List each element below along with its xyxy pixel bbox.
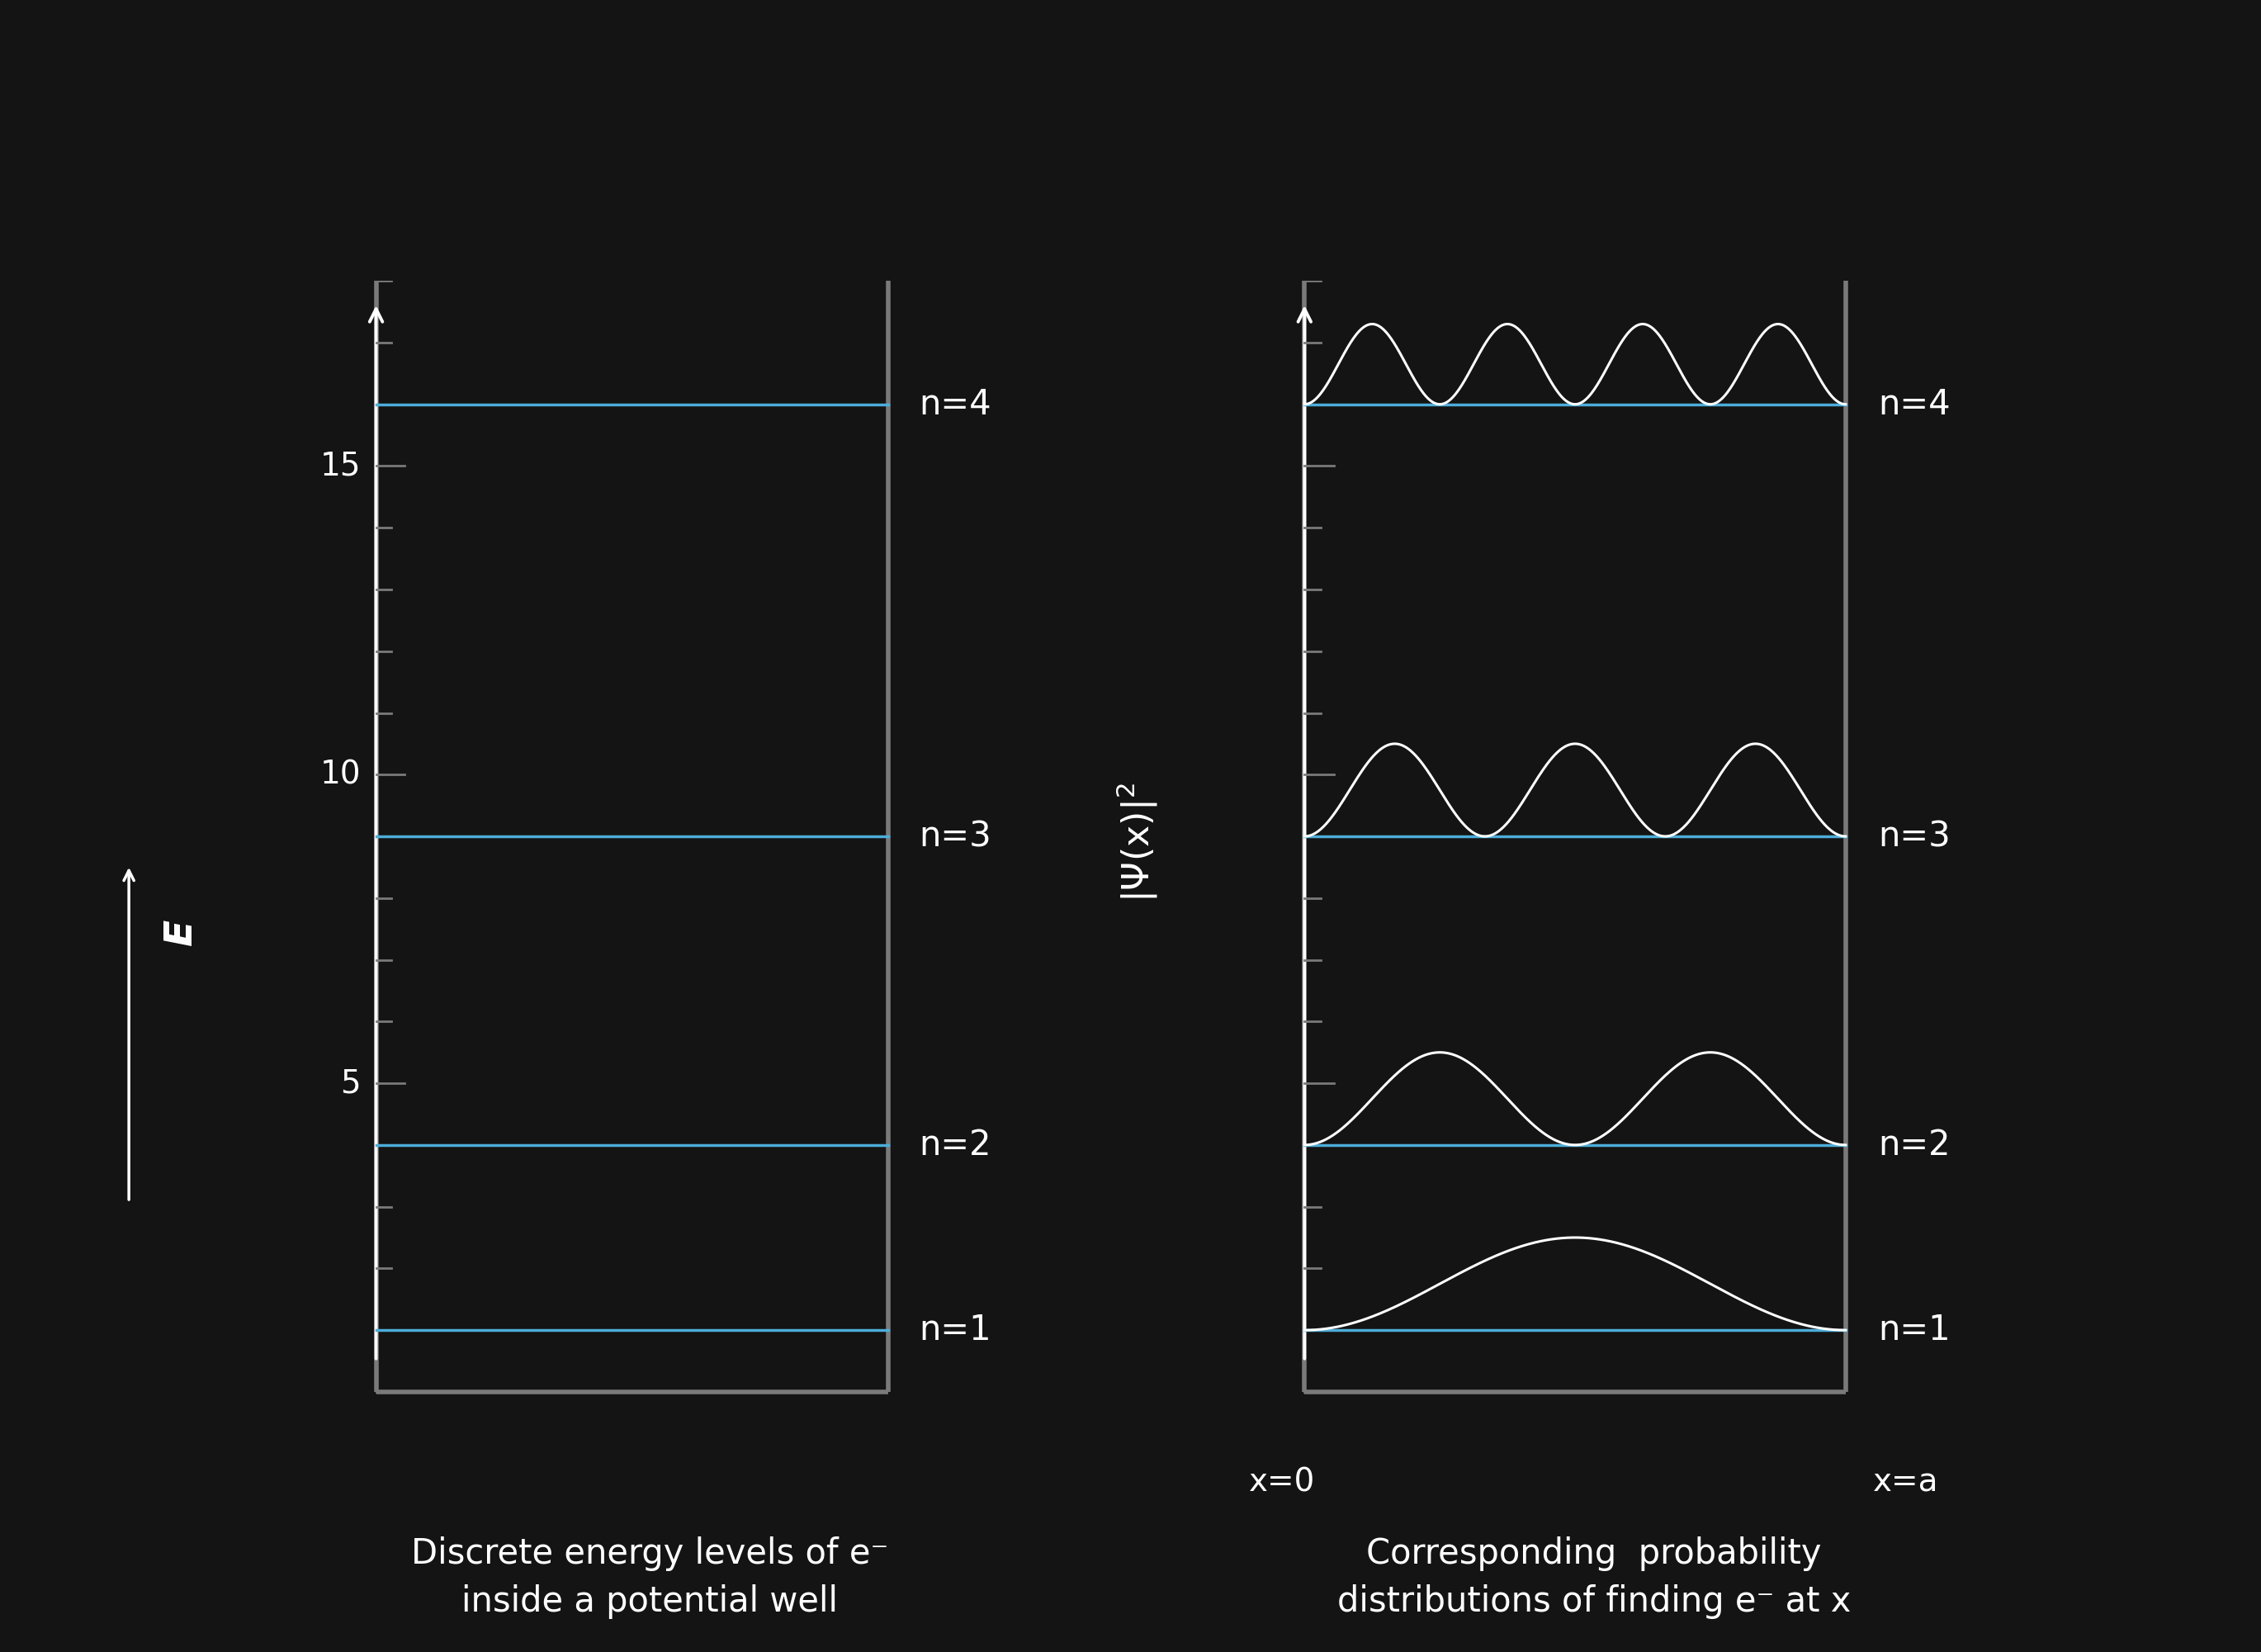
Text: x=a: x=a — [1872, 1467, 1940, 1498]
Text: $|\Psi(\mathregular{x})|^2$: $|\Psi(\mathregular{x})|^2$ — [1115, 783, 1160, 902]
Text: n=3: n=3 — [1879, 819, 1951, 854]
Text: 5: 5 — [341, 1067, 362, 1099]
Text: n=4: n=4 — [918, 387, 990, 421]
Text: 15: 15 — [319, 451, 362, 482]
Text: n=2: n=2 — [918, 1128, 990, 1163]
Text: n=4: n=4 — [1879, 387, 1951, 421]
Text: Corresponding  probability
distributions of finding e⁻ at x: Corresponding probability distributions … — [1336, 1536, 1852, 1619]
Text: E: E — [163, 919, 199, 945]
Text: n=1: n=1 — [918, 1313, 990, 1348]
Text: Discrete energy levels of e⁻
inside a potential well: Discrete energy levels of e⁻ inside a po… — [412, 1536, 889, 1619]
Text: n=1: n=1 — [1879, 1313, 1951, 1348]
Text: x=0: x=0 — [1248, 1467, 1316, 1498]
Text: n=3: n=3 — [918, 819, 990, 854]
Text: n=2: n=2 — [1879, 1128, 1951, 1163]
Text: 10: 10 — [319, 758, 362, 790]
